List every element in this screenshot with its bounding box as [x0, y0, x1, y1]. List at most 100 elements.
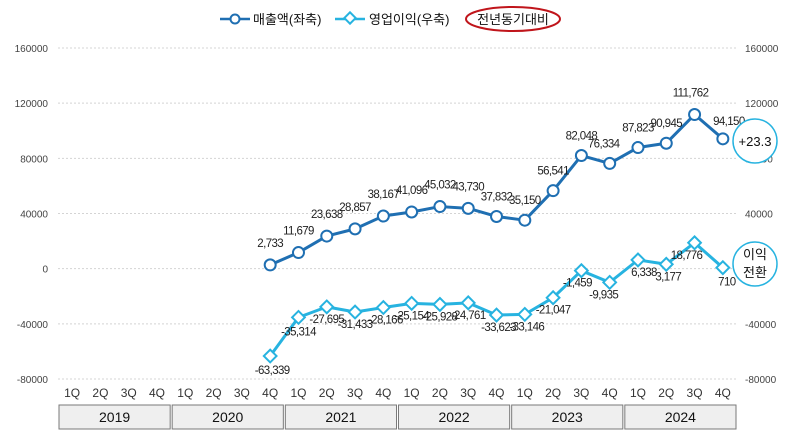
year-cell — [171, 404, 284, 430]
y-left-tick-label: -40000 — [17, 320, 49, 331]
revenue-point — [688, 108, 702, 122]
revenue-yoy-badge: +23.3 — [732, 118, 778, 164]
revenue-data-label: 87,823 — [622, 123, 654, 135]
revenue-point — [433, 200, 447, 214]
revenue-point — [603, 156, 617, 170]
x-tick-label: 1Q — [517, 386, 533, 400]
revenue-data-label: 35,150 — [509, 195, 541, 207]
x-tick-label: 2Q — [658, 386, 674, 400]
x-tick-label: 4Q — [489, 386, 505, 400]
profit-data-label: -1,459 — [563, 278, 592, 290]
legend-revenue-marker — [229, 13, 241, 25]
x-tick-label: 1Q — [630, 386, 646, 400]
year-cell — [624, 404, 737, 430]
profit-data-label: -35,314 — [281, 326, 317, 338]
profit-data-label: 710 — [718, 277, 736, 289]
y-right-tick-label: 160000 — [745, 44, 779, 55]
x-tick-label: 3Q — [460, 386, 476, 400]
profit-data-label: -25,154 — [394, 310, 430, 322]
profit-turnaround-line2: 전환 — [743, 265, 767, 280]
revenue-data-label: 23,638 — [311, 209, 343, 221]
x-tick-label: 4Q — [375, 386, 391, 400]
profit-point — [290, 309, 307, 326]
x-tick-label: 2Q — [92, 386, 108, 400]
profit-point — [715, 259, 731, 276]
revenue-data-label: 43,730 — [452, 181, 484, 193]
profit-point — [460, 295, 477, 311]
profit-point — [686, 234, 703, 251]
x-tick-label: 4Q — [262, 386, 278, 400]
revenue-point — [348, 222, 362, 236]
profit-data-label: -21,047 — [536, 305, 571, 317]
revenue-yoy-circle — [732, 118, 778, 164]
y-left-tick-label: 160000 — [15, 44, 49, 55]
yoy-oval — [465, 6, 561, 32]
revenue-data-label: 45,032 — [424, 180, 456, 192]
year-cell — [58, 404, 171, 430]
profit-point — [601, 274, 618, 291]
profit-data-label: -63,339 — [255, 365, 290, 377]
revenue-data-label: 38,167 — [368, 189, 400, 201]
revenue-data-label: 28,857 — [339, 202, 371, 214]
y-axis-left: 160000 120000 80000 40000 0 -40000 -80000 — [15, 44, 49, 386]
y-left-tick-label: 120000 — [15, 99, 49, 110]
x-tick-label: 3Q — [573, 386, 589, 400]
revenue-data-label: 90,945 — [650, 118, 682, 130]
year-label: 2019 — [99, 409, 130, 425]
profit-data-label: 3,177 — [655, 271, 681, 283]
x-axis: 1Q 2Q 3Q 4Q 1Q 2Q 3Q 4Q 1Q 2Q 3Q 4Q 1Q 2Q 3Q 4Q 1Q 2Q 3Q 4Q… — [58, 386, 737, 430]
revenue-point — [716, 132, 730, 146]
x-tick-label: 1Q — [64, 386, 80, 400]
x-tick-label: 3Q — [687, 386, 703, 400]
revenue-data-label: 2,733 — [257, 238, 283, 250]
year-label: 2022 — [439, 409, 470, 425]
series-layer — [262, 108, 731, 364]
profit-point — [347, 304, 363, 320]
x-tick-label: 1Q — [290, 386, 306, 400]
year-label: 2023 — [552, 409, 583, 425]
profit-point — [375, 299, 392, 316]
revenue-point — [574, 149, 588, 163]
y-right-tick-label: 40000 — [745, 210, 773, 221]
legend-profit-marker — [342, 10, 358, 26]
revenue-yoy-text: +23.3 — [739, 134, 772, 149]
year-cell — [511, 404, 624, 430]
profit-point — [630, 252, 646, 268]
profit-point — [488, 307, 505, 323]
x-tick-label: 2Q — [432, 386, 448, 400]
revenue-point — [320, 229, 334, 243]
profit-data-label: -9,935 — [589, 289, 618, 301]
revenue-point — [461, 201, 475, 215]
revenue-data-label: 76,334 — [588, 138, 621, 150]
profit-data-label: 6,338 — [631, 267, 657, 279]
x-tick-label: 2Q — [206, 386, 222, 400]
profit-turnaround-badge: 이익 전환 — [732, 241, 778, 287]
legend: 매출액(좌축) 영업이익(우축) 전년동기대비 — [220, 6, 561, 32]
x-tick-label: 1Q — [404, 386, 420, 400]
revenue-data-label: 37,832 — [481, 191, 513, 203]
x-tick-label: 2Q — [545, 386, 561, 400]
x-tick-label: 4Q — [602, 386, 618, 400]
y-right-tick-label: 120000 — [745, 99, 779, 110]
x-tick-label: 2Q — [319, 386, 335, 400]
profit-point — [318, 299, 335, 315]
y-left-tick-label: -80000 — [17, 375, 49, 386]
revenue-point — [631, 141, 645, 155]
profit-point — [658, 256, 675, 273]
x-tick-label: 3Q — [347, 386, 363, 400]
year-label: 2020 — [212, 409, 243, 425]
year-label: 2021 — [325, 409, 356, 425]
y-left-tick-label: 80000 — [20, 154, 48, 165]
revenue-point — [490, 209, 504, 223]
legend-revenue-label: 매출액(좌축) — [253, 12, 321, 27]
profit-data-label: 18,776 — [671, 250, 703, 262]
revenue-point — [376, 209, 390, 223]
y-left-tick-label: 0 — [42, 265, 48, 276]
profit-point — [403, 295, 420, 312]
year-cell — [284, 404, 398, 430]
revenue-data-label: 82,048 — [566, 131, 598, 143]
